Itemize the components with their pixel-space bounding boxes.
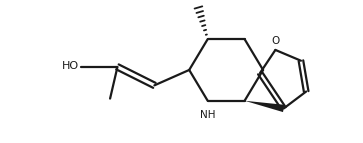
Text: HO: HO [62, 61, 79, 71]
Text: O: O [271, 36, 280, 46]
Polygon shape [245, 101, 285, 112]
Text: NH: NH [200, 110, 215, 120]
